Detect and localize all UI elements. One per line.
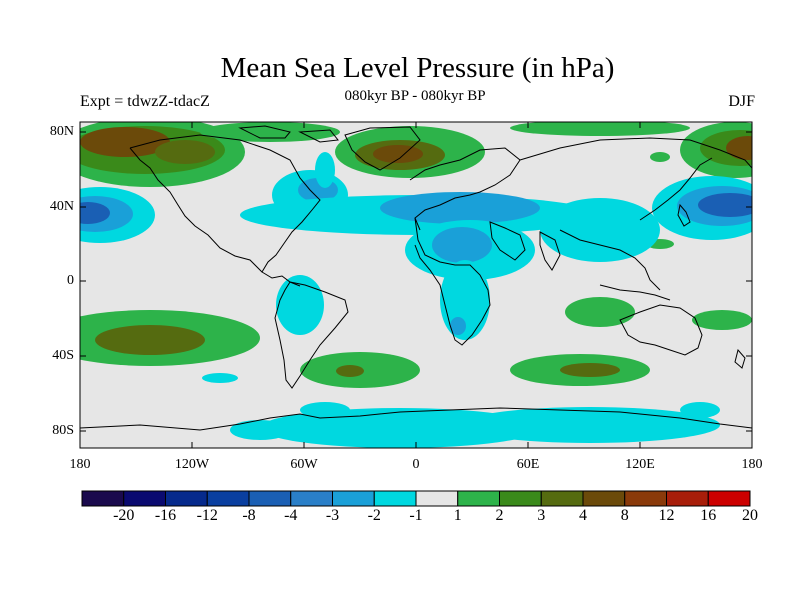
colorbar-tick-label: -12 [196,507,218,524]
colorbar-swatch [332,490,375,507]
anomaly-positive-greenland-core [373,145,423,163]
season-label: DJF [728,93,755,110]
colorbar-tick-label: 12 [658,507,675,524]
lat-tick-label: 80N [49,124,74,139]
anomaly-positive-ne-pacific-core [80,127,170,157]
colorbar-swatch [540,490,584,507]
colorbar-tick-label: 2 [495,507,504,524]
lat-tick-label: 40S [52,348,74,363]
anomaly-positive-arctic-strip [200,122,340,142]
anomaly-positive-west-australia [565,297,635,327]
colorbar-swatch [624,490,667,507]
colorbar-swatch [81,490,125,507]
lat-tick-label: 40N [49,199,74,214]
colorbar-swatch [666,490,709,507]
colorbar-tick-label: -3 [325,507,340,524]
colorbar-swatch [373,490,417,507]
colorbar-tick-label: -1 [409,507,423,524]
colorbar-swatch [165,490,208,507]
anomaly-negative-antarctic-patch1 [300,402,350,418]
anomaly-negative-europe [380,192,540,224]
experiment-label: Expt = tdwzZ-tdacZ [80,93,210,110]
colorbar-tick-label: -16 [154,507,177,524]
anomaly-positive-sw-pacific [692,310,752,330]
anomaly-negative-s-pacific-small [202,373,238,383]
anomaly-positive-south-indian-core [560,363,620,377]
colorbar-tick-label: -2 [367,507,381,524]
lon-tick-label: 180 [69,457,91,472]
lon-tick-label: 120E [625,457,655,472]
colorbar-swatch [415,490,459,507]
lon-tick-label: 180 [741,457,763,472]
anomaly-positive-ne-pacific-core2 [155,140,215,164]
anomaly-positive-south-atlantic-core [336,365,364,377]
page-title: Mean Sea Level Pressure (in hPa) [220,52,615,84]
anomaly-negative-tropical-pacific-patch [280,284,310,296]
anomaly-positive-nw-edge-core2 [726,136,752,160]
colorbar-tick-label: 8 [620,507,629,524]
pressure-anomaly-fields [80,122,752,448]
anomaly-negative-sahara-core [432,227,492,263]
colorbar-swatch [123,490,166,507]
anomaly-negative-nw-pacific-core [698,193,752,217]
colorbar-tick-label: 20 [742,507,758,524]
colorbar-tick-label: 16 [700,507,717,524]
anomaly-positive-south-pacific-core [95,325,205,355]
colorbar-tick-label: 4 [579,507,587,524]
colorbar-swatch [206,490,250,507]
subtitle: 080kyr BP - 080kyr BP [344,88,486,104]
colorbar-tick-label: 1 [453,507,462,524]
anomaly-negative-antarctic-west [230,420,290,440]
anomaly-negative-asia-belt [540,198,660,262]
colorbar-tick-label: -4 [284,507,298,524]
lon-tick-label: 60W [290,457,318,472]
lon-tick-label: 0 [412,457,420,472]
colorbar [81,490,751,507]
anomaly-negative-hudson [315,152,335,188]
anomaly-negative-ne-pacific-core [80,202,110,224]
colorbar-swatch [290,490,333,507]
lon-tick-label: 120W [174,457,210,472]
anomaly-negative-antarctic-patch2 [680,402,720,418]
lat-tick-label: 80S [52,423,74,438]
anomaly-positive-siberia-strip [510,122,690,136]
coastlines [80,125,752,431]
colorbar-swatch [707,490,751,507]
lat-tick-label: 0 [67,273,74,288]
colorbar-tick-label: -8 [242,507,256,524]
axis-ticks [79,122,753,448]
colorbar-swatch [582,490,626,507]
colorbar-tick-label: 3 [537,507,546,524]
colorbar-tick-label: -20 [113,507,135,524]
lon-tick-label: 60E [516,457,540,472]
colorbar-swatch [457,490,500,507]
colorbar-swatch [499,490,542,507]
anomaly-positive-small-e-siberia [650,152,670,162]
anomaly-negative-southern-africa-core [450,317,466,335]
colorbar-swatch [248,490,292,507]
